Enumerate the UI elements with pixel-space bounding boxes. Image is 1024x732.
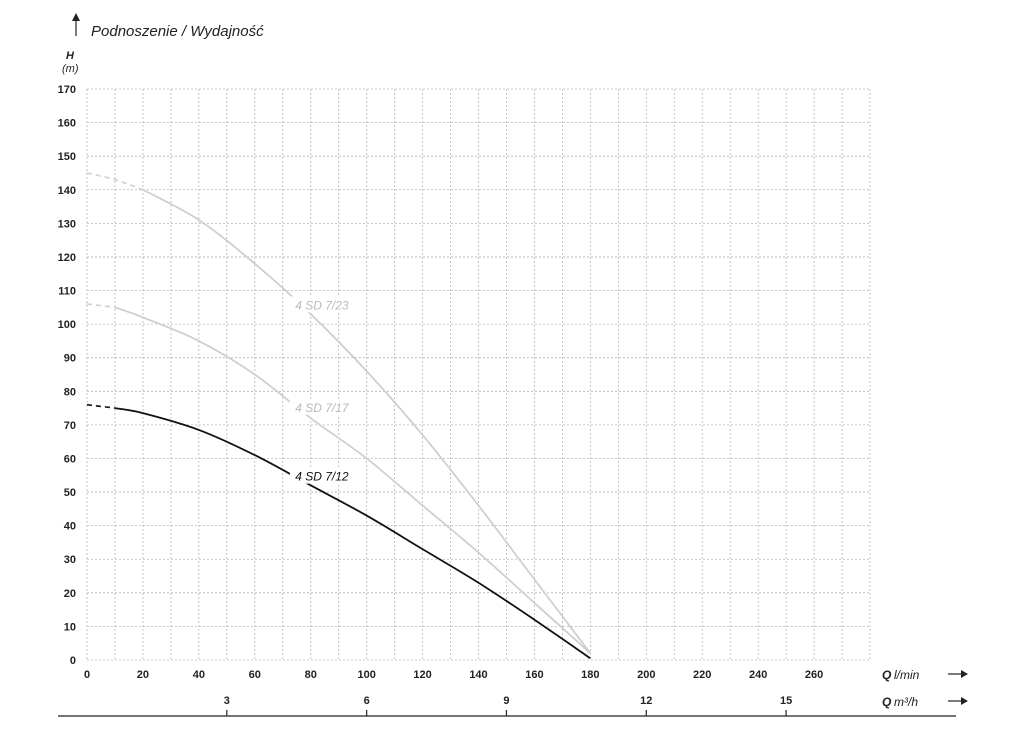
chart-title: Podnoszenie / Wydajność bbox=[91, 23, 264, 40]
y-tick-label: 20 bbox=[64, 588, 76, 600]
series-label-backing bbox=[289, 398, 354, 415]
y-tick-label: 120 bbox=[58, 252, 76, 264]
x-secondary-tick-label: 15 bbox=[780, 695, 792, 707]
y-tick-label: 160 bbox=[58, 118, 76, 130]
y-tick-label: 130 bbox=[58, 218, 76, 230]
x-tick-label: 0 bbox=[84, 669, 90, 681]
x-tick-label: 60 bbox=[249, 669, 261, 681]
series-line-dashed bbox=[86, 303, 116, 309]
x-tick-label: 40 bbox=[193, 669, 205, 681]
x-axis-secondary-title: Q m³/h bbox=[882, 695, 968, 709]
grid bbox=[86, 88, 871, 661]
x-secondary-tick-labels: 3 6 9 12 15 bbox=[224, 695, 792, 716]
x-axis-secondary-unit: m³/h bbox=[894, 695, 918, 709]
x-axis-secondary-label: Q bbox=[882, 695, 892, 709]
x-tick-label: 80 bbox=[305, 669, 317, 681]
series-line bbox=[114, 306, 591, 654]
series-label: 4 SD 7/12 bbox=[295, 470, 349, 484]
x-tick-label: 240 bbox=[749, 669, 767, 681]
y-tick-label: 60 bbox=[64, 453, 76, 465]
title-block: Podnoszenie / Wydajność H (m) bbox=[62, 13, 264, 75]
x-tick-label: 180 bbox=[581, 669, 599, 681]
y-tick-label: 110 bbox=[58, 286, 76, 298]
y-tick-label: 30 bbox=[64, 554, 76, 566]
x-axis-primary-title: Q l/min bbox=[882, 668, 968, 682]
x-axis-primary-unit: l/min bbox=[894, 668, 920, 682]
y-tick-label: 40 bbox=[64, 521, 76, 533]
series-label-backing bbox=[289, 296, 354, 313]
y-tick-label: 50 bbox=[64, 487, 76, 499]
x-tick-label: 160 bbox=[525, 669, 543, 681]
series-1: 4 SD 7/17 bbox=[86, 303, 591, 654]
series-line-dashed bbox=[86, 403, 116, 409]
y-tick-label: 100 bbox=[58, 319, 76, 331]
x-secondary-tick-label: 12 bbox=[640, 695, 652, 707]
x-tick-label: 200 bbox=[637, 669, 655, 681]
series-2: 4 SD 7/12 bbox=[86, 403, 591, 660]
x-tick-label: 100 bbox=[357, 669, 375, 681]
y-axis-label: H bbox=[66, 50, 75, 62]
series-line bbox=[114, 407, 591, 660]
x-tick-label: 220 bbox=[693, 669, 711, 681]
x-axis-primary-label: Q bbox=[882, 668, 892, 682]
series-lines: 4 SD 7/23 4 SD 7/17 4 SD 7/12 bbox=[86, 172, 592, 660]
y-tick-label: 150 bbox=[58, 151, 76, 163]
series-0: 4 SD 7/23 bbox=[86, 172, 592, 654]
y-tick-label: 10 bbox=[64, 621, 76, 633]
series-line-dashed bbox=[86, 172, 144, 191]
y-tick-label: 0 bbox=[70, 655, 76, 667]
series-line bbox=[142, 188, 592, 654]
y-axis-arrow-icon bbox=[72, 13, 80, 21]
series-label-backing bbox=[289, 467, 354, 484]
x-tick-label: 260 bbox=[805, 669, 823, 681]
series-label: 4 SD 7/17 bbox=[295, 401, 350, 415]
y-axis-unit: (m) bbox=[62, 63, 79, 75]
y-tick-labels: 0 10 20 30 40 50 60 70 80 90 100 110 120 130 140 150 160… bbox=[58, 84, 76, 667]
x-axis-secondary-arrow-icon bbox=[961, 697, 968, 705]
y-tick-label: 70 bbox=[64, 420, 76, 432]
x-secondary-tick-label: 6 bbox=[364, 695, 370, 707]
x-tick-labels: 0 20 40 60 80 100 120 140 160 180 200 220 240 260 bbox=[84, 669, 823, 681]
x-axis-primary-arrow-icon bbox=[961, 670, 968, 678]
y-tick-label: 80 bbox=[64, 386, 76, 398]
y-tick-label: 170 bbox=[58, 84, 76, 96]
y-tick-label: 90 bbox=[64, 353, 76, 365]
y-tick-label: 140 bbox=[58, 185, 76, 197]
x-secondary-tick-label: 9 bbox=[503, 695, 509, 707]
x-tick-label: 20 bbox=[137, 669, 149, 681]
x-tick-label: 120 bbox=[413, 669, 431, 681]
x-secondary-tick-label: 3 bbox=[224, 695, 230, 707]
x-tick-label: 140 bbox=[469, 669, 487, 681]
series-label: 4 SD 7/23 bbox=[295, 298, 349, 312]
